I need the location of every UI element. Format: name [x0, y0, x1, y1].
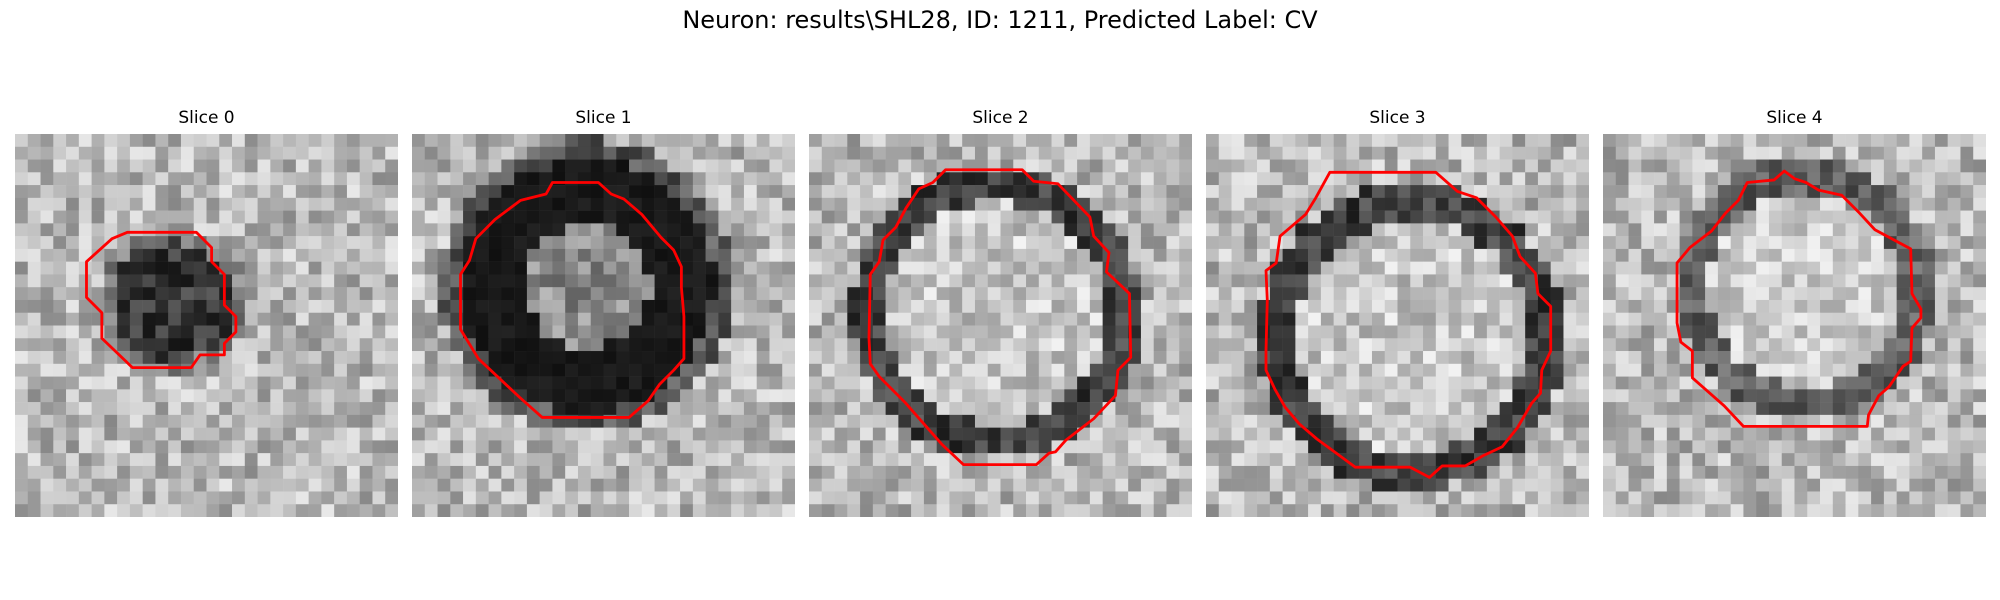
slice-image: [809, 134, 1192, 517]
roi-contour: [459, 181, 686, 419]
roi-contour: [1675, 169, 1923, 428]
slice-title: Slice 0: [178, 108, 235, 128]
slice-image: [412, 134, 795, 517]
slice-image: [15, 134, 398, 517]
slice-title: Slice 1: [575, 108, 632, 128]
roi-contour: [85, 230, 238, 370]
slice-title: Slice 3: [1369, 108, 1426, 128]
roi-contour: [1264, 170, 1553, 479]
figure-title: Neuron: results\SHL28, ID: 1211, Predict…: [682, 6, 1318, 34]
slice-image: [1206, 134, 1589, 517]
roi-contour: [867, 168, 1133, 467]
slice-title: Slice 4: [1766, 108, 1823, 128]
slice-image: [1603, 134, 1986, 517]
slice-title: Slice 2: [972, 108, 1029, 128]
